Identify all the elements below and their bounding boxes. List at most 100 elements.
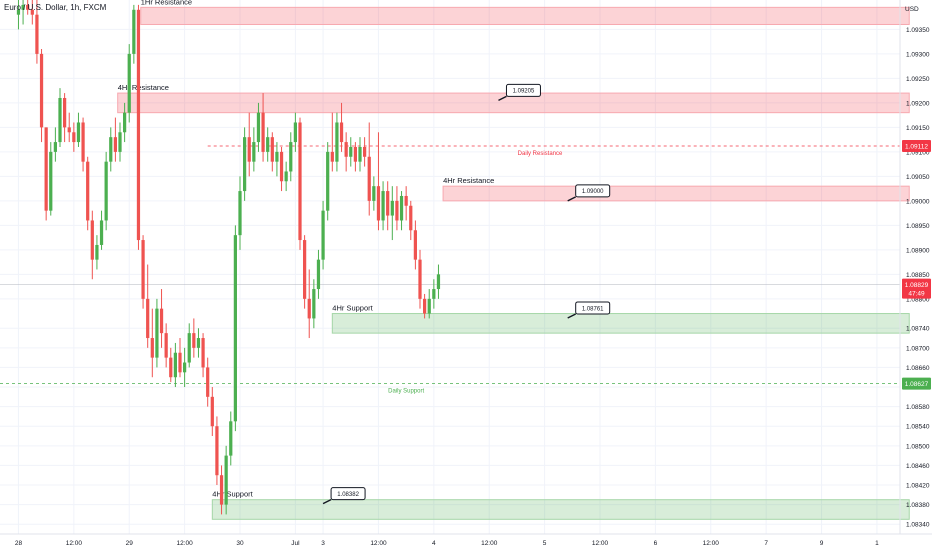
candle-body-down bbox=[423, 298, 427, 314]
candle-body-down bbox=[30, 9, 34, 15]
candle-body-down bbox=[201, 338, 205, 368]
candle-body-down bbox=[146, 298, 150, 339]
candle-body-down bbox=[178, 352, 182, 373]
current-price-value: 1.08829 bbox=[905, 282, 929, 289]
candle-body-down bbox=[353, 146, 357, 162]
price-tick-label: 1.09000 bbox=[906, 198, 930, 205]
candle-body-up bbox=[399, 195, 404, 221]
time-tick-label: 12:00 bbox=[66, 540, 83, 547]
price-tick-label: 1.09300 bbox=[906, 51, 930, 58]
price-tick-label: 1.08580 bbox=[906, 404, 930, 411]
candle-body-up bbox=[233, 235, 237, 422]
candle-body-down bbox=[376, 186, 381, 221]
candle-body-up bbox=[266, 137, 270, 152]
candle-body-up bbox=[321, 210, 325, 260]
price-tick-label: 1.08460 bbox=[906, 463, 930, 470]
price-tag-value: 1.09112 bbox=[905, 143, 928, 150]
candle-body-down bbox=[141, 240, 145, 299]
price-tick-label: 1.09150 bbox=[906, 125, 930, 132]
time-tick-label: Jul bbox=[291, 540, 300, 547]
candle-body-up bbox=[99, 220, 104, 245]
candle-body-down bbox=[367, 156, 371, 201]
price-tick-label: 1.08740 bbox=[906, 326, 930, 333]
support-zone bbox=[211, 499, 910, 520]
time-tick-label: 12:00 bbox=[592, 540, 609, 547]
candle-body-up bbox=[256, 112, 261, 143]
zone-label: 4Hr Support bbox=[332, 304, 373, 313]
time-tick-label: 12:00 bbox=[176, 540, 193, 547]
candle-body-down bbox=[339, 122, 344, 143]
candle-body-up bbox=[109, 137, 113, 162]
candles-layer bbox=[16, 0, 441, 515]
candle-body-down bbox=[215, 426, 219, 476]
price-tick-label: 1.08380 bbox=[906, 502, 930, 509]
price-tick-label: 1.09100 bbox=[906, 149, 930, 156]
candle-body-up bbox=[335, 122, 339, 162]
resistance-zone bbox=[442, 185, 910, 202]
candle-body-down bbox=[404, 195, 408, 206]
price-tick-label: 1.09250 bbox=[906, 76, 930, 83]
candle-body-up bbox=[238, 191, 242, 236]
support-zone bbox=[331, 313, 910, 334]
callout-price-label: 1.08761 bbox=[582, 306, 604, 312]
callout-pointer bbox=[322, 498, 332, 505]
price-tick-label: 1.08900 bbox=[906, 247, 930, 254]
candle-body-down bbox=[261, 112, 265, 152]
price-tick-label: 1.08500 bbox=[906, 443, 930, 450]
time-tick-label: 9 bbox=[820, 540, 824, 547]
candle-body-down bbox=[26, 4, 30, 10]
candle-body-down bbox=[247, 137, 251, 162]
candle-body-down bbox=[136, 9, 141, 241]
daily-resistance-price-tag bbox=[902, 139, 931, 152]
candle-body-up bbox=[275, 151, 279, 162]
candle-body-up bbox=[284, 171, 288, 182]
candle-body-down bbox=[159, 308, 164, 334]
candle-body-up bbox=[132, 9, 136, 54]
candle-body-up bbox=[58, 97, 62, 143]
time-tick-label: 12:00 bbox=[481, 540, 498, 547]
candle-body-up bbox=[372, 186, 376, 201]
candle-body-down bbox=[279, 151, 284, 182]
time-tick-label: 7 bbox=[764, 540, 768, 547]
candle-body-up bbox=[381, 191, 385, 221]
candle-body-up bbox=[243, 137, 247, 192]
candle-body-up bbox=[155, 308, 159, 358]
candle-body-up bbox=[252, 142, 256, 162]
candle-body-up bbox=[173, 352, 177, 378]
candle-body-up bbox=[183, 362, 187, 373]
price-axis[interactable]: 1.09350 1.09300 1.09250 1.09200 1.09150 1.091… bbox=[906, 27, 930, 529]
candle-body-up bbox=[53, 142, 57, 152]
price-tick-label: 1.08340 bbox=[906, 522, 930, 529]
price-tick-label: 1.08950 bbox=[906, 223, 930, 230]
candle-body-down bbox=[39, 53, 44, 128]
price-tags-layer: 1.09112 1.08627 1.08829 47:49 bbox=[902, 139, 931, 390]
candle-body-down bbox=[219, 475, 224, 505]
candle-body-down bbox=[192, 333, 196, 348]
candle-body-up bbox=[436, 274, 441, 290]
time-tick-label: 30 bbox=[236, 540, 244, 547]
candle-body-up bbox=[187, 333, 191, 363]
price-tick-label: 1.09050 bbox=[906, 174, 930, 181]
candle-body-up bbox=[390, 200, 394, 216]
time-axis[interactable]: 28 12:00 29 12:00 30 Jul 3 12:00 4 12:00 5 12:00 6 12… bbox=[15, 540, 879, 547]
time-tick-label: 28 bbox=[15, 540, 23, 547]
candle-body-down bbox=[210, 396, 214, 427]
zone-label: 4Hr Support bbox=[212, 490, 253, 499]
candle-body-down bbox=[386, 191, 390, 216]
callout-price-label: 1.09205 bbox=[513, 89, 535, 95]
price-tick-label: 1.08540 bbox=[906, 424, 930, 431]
candle-body-up bbox=[289, 142, 293, 172]
candle-body-down bbox=[81, 122, 85, 162]
candle-body-up bbox=[21, 4, 25, 10]
time-tick-label: 29 bbox=[126, 540, 134, 547]
candle-body-up bbox=[49, 151, 53, 211]
bar-countdown: 47:49 bbox=[908, 291, 925, 298]
candle-body-down bbox=[63, 97, 67, 128]
candle-body-down bbox=[395, 200, 399, 221]
time-tick-label: 12:00 bbox=[370, 540, 387, 547]
callout-box bbox=[505, 83, 541, 97]
time-tick-label: 4 bbox=[432, 540, 436, 547]
time-tick-label: 6 bbox=[654, 540, 658, 547]
candle-body-down bbox=[418, 259, 422, 299]
